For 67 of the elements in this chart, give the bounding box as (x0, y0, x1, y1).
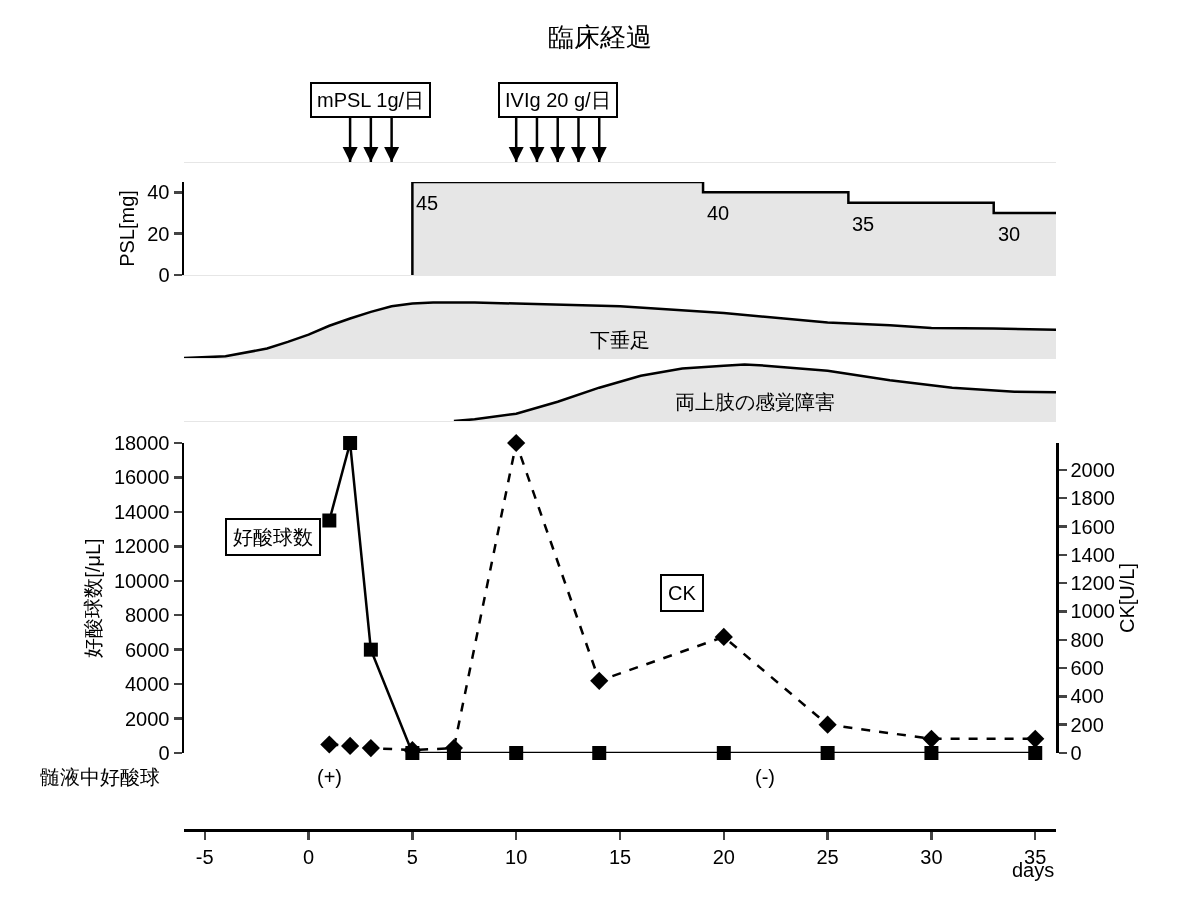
point (590, 671, 609, 690)
point (341, 736, 360, 756)
x-tick-label: 25 (816, 845, 839, 868)
y-tick-label: 2000 (125, 707, 170, 730)
x-tick-label: 0 (303, 845, 315, 868)
x-tick-label: 10 (505, 845, 528, 868)
point (716, 745, 731, 760)
y-tick-label: 4000 (125, 673, 170, 696)
text: IVIg 20 g/日 (505, 89, 611, 111)
y-tick-label: 8000 (125, 604, 170, 627)
y-axis-title: 好酸球数[/μL] (82, 538, 105, 658)
series-label: 下垂足 (590, 329, 650, 351)
point (1028, 745, 1043, 760)
point (361, 738, 380, 758)
point (363, 642, 378, 657)
data-label: 30 (998, 223, 1021, 245)
point (509, 745, 524, 760)
y-tick-label: 40 (147, 181, 170, 204)
point (820, 745, 835, 760)
y-axis-title: PSL[mg] (115, 190, 138, 267)
y-tick-label: 14000 (113, 500, 170, 523)
point (322, 513, 337, 528)
point (320, 735, 339, 754)
chart-title: 臨床経過 (548, 22, 652, 53)
y2-tick-label: 0 (1070, 741, 1082, 764)
y2-tick-label: 200 (1070, 713, 1104, 736)
y2-tick-label: 1800 (1070, 487, 1115, 510)
x-tick-label: 30 (920, 845, 943, 868)
y2-tick-label: 2000 (1070, 458, 1115, 481)
y2-tick-label: 1200 (1070, 572, 1115, 595)
point (1026, 729, 1045, 748)
point (592, 745, 607, 760)
y-tick-label: 16000 (113, 466, 170, 489)
series-label: CK (668, 582, 697, 604)
y-tick-label: 20 (147, 222, 170, 245)
text: (+) (317, 766, 342, 788)
point (714, 627, 733, 647)
text: mPSL 1g/日 (317, 89, 425, 111)
series-label: 両上肢の感覚障害 (675, 391, 835, 413)
y2-tick-label: 1400 (1070, 543, 1115, 566)
y-tick-label: 18000 (113, 432, 170, 454)
y-tick-label: 6000 (125, 638, 170, 661)
x-tick-label: 20 (712, 845, 735, 868)
x-tick-label: 5 (406, 845, 418, 868)
data-label: 40 (707, 202, 730, 224)
x-tick-label: -5 (195, 845, 214, 868)
data-label: 35 (852, 213, 875, 235)
y2-tick-label: 800 (1070, 628, 1104, 651)
point (922, 729, 941, 748)
y2-tick-label: 600 (1070, 657, 1104, 680)
y-tick-label: 0 (158, 264, 170, 286)
point (507, 433, 526, 453)
y2-tick-label: 1000 (1070, 600, 1115, 623)
text: 髄液中好酸球 (40, 766, 160, 788)
y2-tick-label: 1600 (1070, 515, 1115, 538)
point (343, 436, 358, 450)
y-tick-label: 12000 (113, 535, 170, 558)
text: (-) (755, 766, 775, 788)
y-tick-label: 0 (158, 741, 170, 764)
y2-tick-label: 400 (1070, 685, 1104, 708)
y2-axis-title: CK[U/L] (1115, 562, 1138, 634)
point (818, 715, 837, 734)
point (924, 745, 939, 760)
x-tick-label: 15 (608, 845, 632, 868)
series-label: 好酸球数 (233, 526, 313, 548)
y-tick-label: 10000 (113, 569, 170, 592)
data-label: 45 (416, 192, 439, 214)
